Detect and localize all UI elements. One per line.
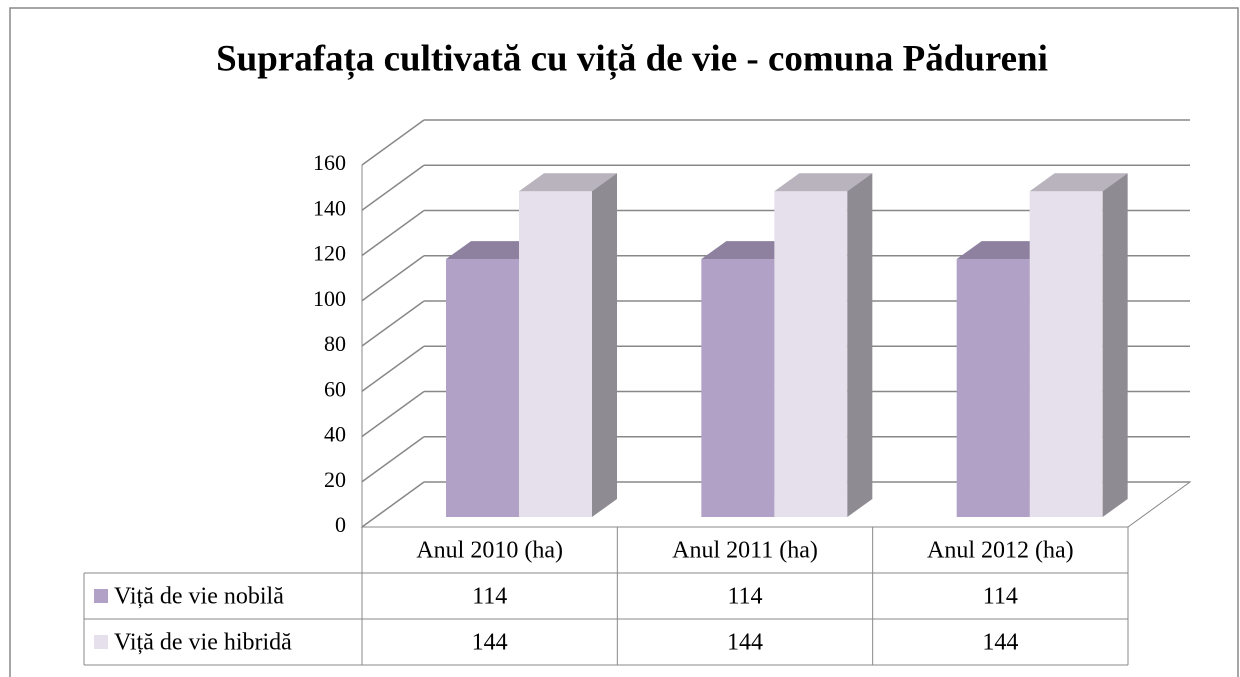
table-value: 114 [472,584,507,610]
bar [519,191,592,517]
legend-label: Viță de vie hibridă [114,630,292,656]
bar [956,259,1030,517]
legend-label: Viță de vie nobilă [114,584,284,610]
bar-side [1102,173,1128,517]
bar [446,259,519,517]
grid-line [361,390,425,438]
legend-swatch [94,589,108,603]
table-value: 144 [472,630,508,656]
table-value: 114 [983,584,1018,610]
bar [1029,191,1103,517]
table-value: 144 [727,630,763,656]
bar [701,259,775,517]
legend-swatch [94,635,108,649]
x-tick-label: Anul 2010 (ha) [416,538,563,564]
grid-line [361,209,425,257]
grid-line [361,300,425,347]
grid-line [361,119,425,166]
grid-line [361,345,425,392]
table-value: 114 [727,584,762,610]
grid-line [361,436,425,483]
y-tick-label: 80 [324,331,346,356]
y-tick-label: 0 [335,512,346,537]
table-value: 144 [982,630,1018,656]
chart-title: Suprafața cultivată cu viță de vie - com… [216,38,1048,80]
y-tick-label: 40 [324,422,346,447]
y-tick-label: 20 [324,467,346,492]
bar [774,191,848,517]
bar-side [592,173,617,517]
grid-line [361,481,425,528]
y-tick-label: 120 [313,241,346,266]
y-tick-label: 160 [313,150,346,175]
bar-side [847,173,873,517]
bar-top [774,173,873,192]
y-tick-label: 60 [324,376,346,401]
y-tick-label: 100 [313,286,346,311]
grid-line [361,255,425,302]
bar-top [1029,173,1128,192]
x-tick-label: Anul 2011 (ha) [672,538,818,564]
y-tick-label: 140 [313,195,346,220]
grid-line [361,164,425,211]
chart-frame [9,7,1239,677]
x-tick-label: Anul 2012 (ha) [927,538,1074,564]
bar-top [519,173,617,192]
